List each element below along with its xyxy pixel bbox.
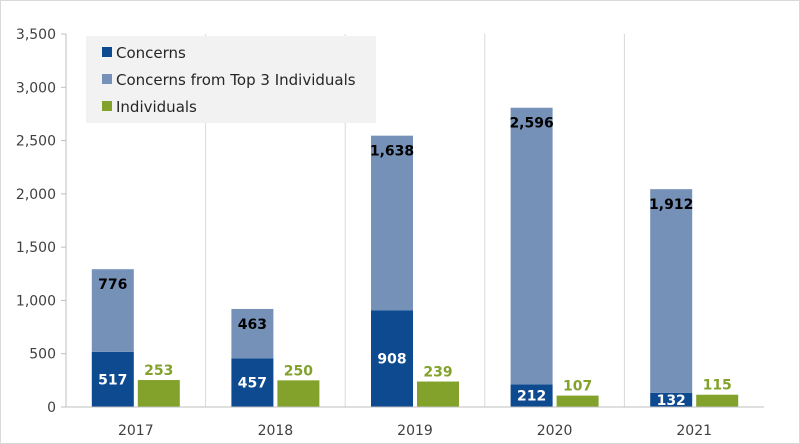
legend: Concerns Concerns from Top 3 Individuals I… — [86, 36, 376, 123]
data-label-concerns: 908 — [377, 352, 406, 368]
legend-box — [86, 36, 376, 123]
legend-label: Individuals — [116, 98, 197, 116]
bar-concerns — [231, 358, 274, 407]
data-label-concerns-top3: 1,638 — [370, 144, 414, 160]
bar-individuals — [277, 380, 320, 407]
x-axis: 2017 2018 2019 2020 2021 — [66, 406, 764, 439]
y-tick-label: 3,500 — [16, 27, 56, 43]
data-label-concerns-top3: 1,912 — [649, 197, 693, 213]
legend-label: Concerns — [116, 44, 186, 62]
x-tick-label: 2019 — [397, 423, 433, 439]
bar-concerns — [91, 351, 134, 407]
bar-concerns-top3 — [91, 269, 134, 352]
bars — [91, 107, 739, 407]
y-tick-label: 0 — [47, 400, 56, 416]
y-tick-label: 1,500 — [16, 240, 56, 256]
x-tick-label: 2017 — [118, 423, 154, 439]
data-label-concerns-top3: 463 — [238, 317, 267, 333]
y-tick-label: 2,500 — [16, 134, 56, 150]
bar-concerns-top3 — [510, 107, 553, 385]
bar-concerns — [371, 310, 413, 407]
data-label-individuals: 253 — [144, 363, 173, 379]
bar-concerns — [650, 392, 693, 407]
x-tick-label: 2021 — [676, 423, 712, 439]
data-label-concerns-top3: 776 — [98, 277, 127, 293]
y-axis: 0 500 1,000 1,500 2,000 2,500 3,000 3,500 — [16, 27, 67, 416]
bar-individuals — [137, 380, 180, 407]
bar-concerns-top3 — [231, 308, 274, 359]
bar-individuals — [556, 395, 599, 407]
data-label-concerns: 212 — [517, 389, 546, 405]
bar-individuals — [417, 381, 459, 407]
bar-individuals — [696, 394, 739, 407]
x-tick-label: 2018 — [258, 423, 294, 439]
legend-swatch — [102, 74, 112, 84]
bar-concerns — [510, 384, 553, 407]
y-tick-label: 3,000 — [16, 80, 56, 96]
data-label-individuals: 107 — [563, 379, 592, 395]
legend-swatch — [102, 101, 112, 111]
data-label-individuals: 115 — [703, 378, 732, 394]
bar-concerns-top3 — [650, 189, 693, 393]
bar-concerns-top3 — [371, 135, 413, 311]
legend-swatch — [102, 47, 112, 57]
data-labels: 517 776 253 457 463 250 908 1,638 239 212 2,596 107… — [98, 116, 732, 409]
y-tick-label: 2,000 — [16, 187, 56, 203]
data-label-concerns-top3: 2,596 — [509, 116, 553, 132]
data-label-concerns: 132 — [657, 393, 686, 409]
x-tick-label: 2020 — [537, 423, 573, 439]
data-label-individuals: 239 — [423, 365, 452, 381]
data-label-concerns: 517 — [98, 372, 127, 388]
y-tick-label: 1,000 — [16, 293, 56, 309]
y-tick-label: 500 — [29, 347, 56, 363]
legend-label: Concerns from Top 3 Individuals — [116, 71, 356, 89]
data-label-concerns: 457 — [238, 376, 267, 392]
data-label-individuals: 250 — [284, 363, 313, 379]
